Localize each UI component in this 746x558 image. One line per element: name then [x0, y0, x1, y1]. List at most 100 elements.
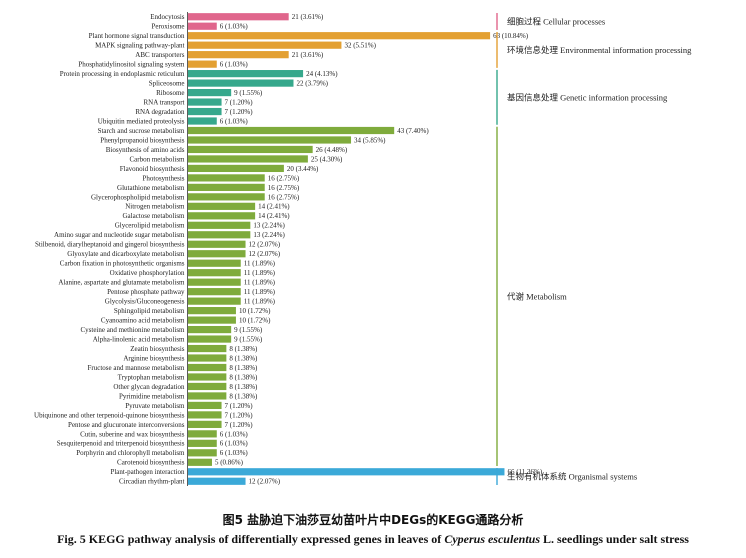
- group-label: 环境信息处理 Environmental information process…: [507, 45, 692, 55]
- bar: [188, 32, 491, 40]
- data-label: 13 (2.24%): [253, 231, 285, 239]
- bar: [188, 202, 256, 210]
- data-label: 20 (3.44%): [287, 165, 319, 173]
- category-label: Glycerophospholipid metabolism: [91, 193, 185, 201]
- data-label: 16 (2.75%): [268, 174, 300, 182]
- category-label: RNA transport: [143, 98, 184, 106]
- data-label: 22 (3.79%): [296, 80, 328, 88]
- category-label: Sphingolipid metabolism: [114, 307, 185, 315]
- data-label: 7 (1.20%): [225, 411, 254, 419]
- data-label: 6 (1.03%): [220, 23, 249, 31]
- category-label: Circadian rhythm-plant: [119, 478, 185, 486]
- category-label: Oxidative phosphorylation: [110, 269, 185, 277]
- bar: [188, 155, 308, 163]
- bar: [188, 335, 232, 343]
- data-label: 12 (2.07%): [249, 478, 281, 486]
- data-label: 6 (1.03%): [220, 440, 249, 448]
- bar: [188, 183, 265, 191]
- bar: [188, 316, 236, 324]
- bar: [188, 259, 241, 267]
- category-label: Phosphatidylinositol signaling system: [78, 61, 185, 69]
- data-label: 8 (1.38%): [229, 354, 258, 362]
- category-label: Sesquiterpenoid and triterpenoid biosynt…: [57, 440, 185, 448]
- caption-en-species: Cyperus esculentus: [444, 532, 540, 546]
- data-label: 9 (1.55%): [234, 335, 263, 343]
- data-label: 25 (4.30%): [311, 155, 343, 163]
- data-label: 8 (1.38%): [229, 373, 258, 381]
- bar: [188, 297, 241, 305]
- data-label: 16 (2.75%): [268, 193, 300, 201]
- category-label: Cyanoamino acid metabolism: [101, 317, 185, 325]
- category-label: Zeatin biosynthesis: [130, 345, 185, 353]
- bar: [188, 79, 294, 87]
- data-label: 6 (1.03%): [220, 449, 249, 457]
- category-label: Tryptophan metabolism: [118, 373, 185, 381]
- figure-caption-english: Fig. 5 KEGG pathway analysis of differen…: [0, 532, 746, 547]
- bar: [188, 420, 222, 428]
- category-label: Other glycan degradation: [113, 383, 185, 391]
- bar: [188, 145, 313, 154]
- category-label: Peroxisome: [151, 23, 184, 31]
- bar: [188, 449, 217, 457]
- category-label: Starch and sucrose metabolism: [98, 127, 185, 135]
- bar: [188, 136, 352, 144]
- category-label: Ubiquinone and other terpenoid-quinone b…: [34, 411, 185, 419]
- data-label: 16 (2.75%): [268, 184, 300, 192]
- data-label: 8 (1.38%): [229, 383, 258, 391]
- group-label: 基因信息处理 Genetic information processing: [507, 92, 668, 102]
- category-label: Phenylpropanoid biosynthesis: [100, 136, 184, 144]
- bar: [188, 22, 217, 30]
- category-label: MAPK signaling pathway-plant: [95, 42, 184, 50]
- bar: [188, 174, 265, 182]
- bar: [188, 41, 342, 49]
- data-label: 14 (2.41%): [258, 203, 290, 211]
- category-label: Glutathione metabolism: [117, 184, 185, 192]
- bar: [188, 325, 232, 334]
- bar: [188, 354, 227, 362]
- data-label: 34 (5.85%): [354, 136, 386, 144]
- bar: [188, 411, 222, 419]
- category-label: Pyruvate metabolism: [125, 402, 185, 410]
- bar: [188, 468, 505, 476]
- category-label: Fructose and mannose metabolism: [87, 364, 185, 372]
- bar: [188, 458, 212, 466]
- data-label: 43 (7.40%): [397, 127, 429, 135]
- data-label: 11 (1.89%): [244, 269, 276, 277]
- bar: [188, 439, 217, 447]
- category-label: Plant hormone signal transduction: [89, 32, 185, 40]
- bar: [188, 221, 251, 229]
- category-label: Glycerolipid metabolism: [115, 222, 185, 230]
- group-label: 细胞过程 Cellular processes: [507, 16, 605, 26]
- category-label: Cysteine and methionine metabolism: [80, 326, 185, 334]
- bar: [188, 250, 246, 258]
- bar: [188, 98, 222, 106]
- category-label: Pentose and glucuronate interconversions: [68, 421, 185, 429]
- data-label: 11 (1.89%): [244, 260, 276, 268]
- category-label: Spliceosome: [149, 80, 185, 88]
- bar: [188, 164, 284, 173]
- bar: [188, 344, 227, 353]
- data-label: 11 (1.89%): [244, 279, 276, 287]
- category-label: Carbon fixation in photosynthetic organi…: [60, 260, 185, 268]
- category-label: Biosynthesis of amino acids: [106, 146, 185, 154]
- bar: [188, 107, 222, 116]
- data-label: 66 (11.36%): [507, 468, 542, 476]
- category-label: Nitrogen metabolism: [125, 203, 185, 211]
- data-label: 9 (1.55%): [234, 89, 263, 97]
- category-label: Carbon metabolism: [129, 155, 185, 163]
- bar: [188, 51, 289, 59]
- bar: [188, 430, 217, 438]
- category-label: Endocytosis: [150, 13, 184, 21]
- data-label: 12 (2.07%): [249, 250, 281, 258]
- category-label: RNA degradation: [135, 108, 185, 116]
- category-label: Flavonoid biosynthesis: [120, 165, 185, 173]
- bar: [188, 373, 227, 381]
- category-label: Pyrimidine metabolism: [119, 392, 185, 400]
- kegg-bar-chart: Endocytosis 21 (3.61%) Peroxisome 6 (1.03%)…: [34, 12, 692, 486]
- category-label: Amino sugar and nucleotide sugar metabol…: [54, 231, 185, 239]
- data-label: 5 (0.86%): [215, 459, 244, 467]
- data-label: 6 (1.03%): [220, 430, 249, 438]
- category-label: ABC transporters: [135, 51, 184, 59]
- bar: [188, 288, 241, 296]
- data-label: 7 (1.20%): [225, 108, 254, 116]
